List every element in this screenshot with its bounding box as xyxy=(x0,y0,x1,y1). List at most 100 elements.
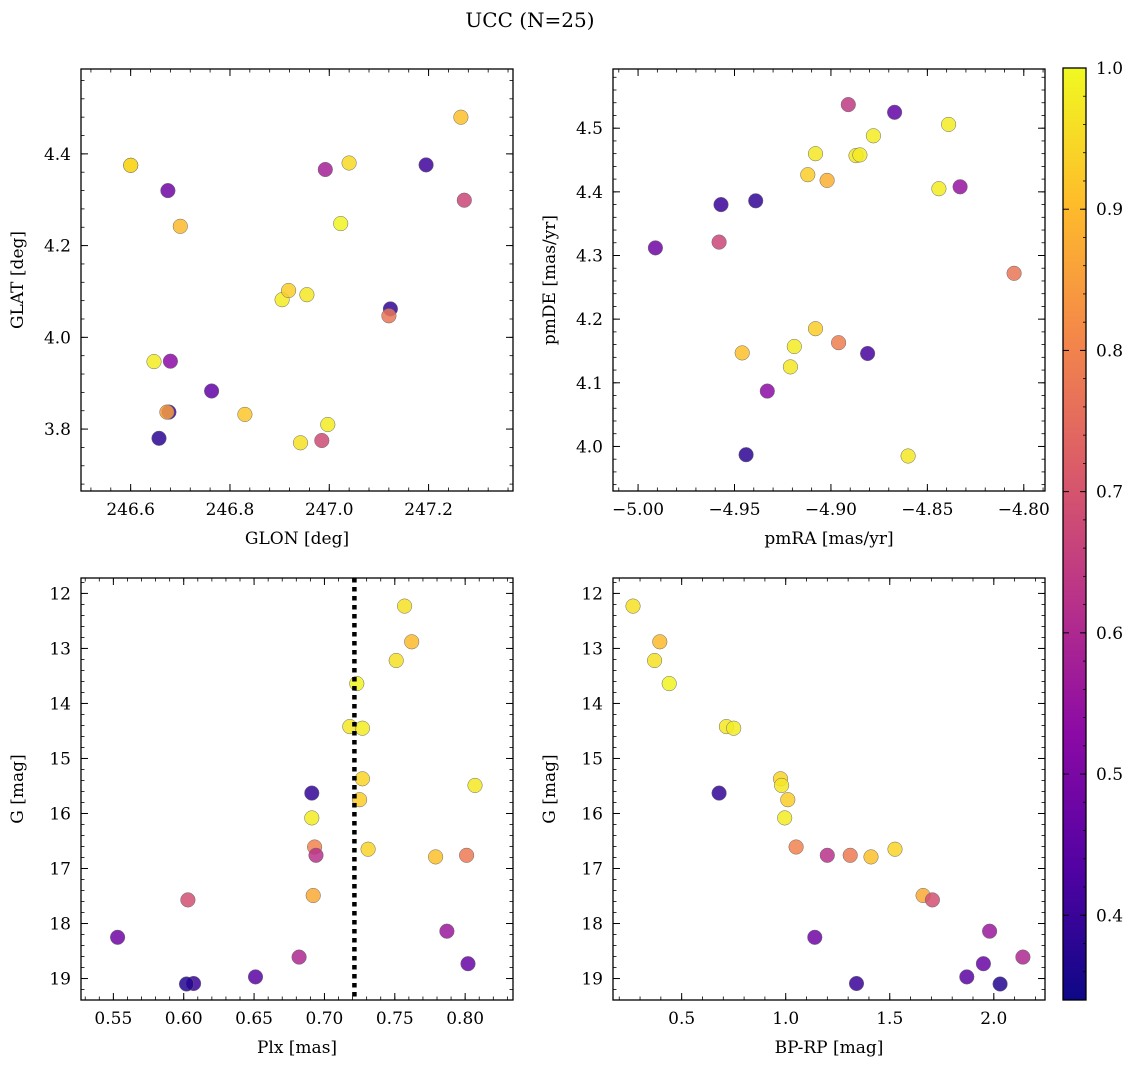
data-point xyxy=(975,956,991,972)
data-point xyxy=(388,652,404,669)
x-tick-label: −4.90 xyxy=(805,500,857,520)
x-tick-label: 0.75 xyxy=(376,1009,414,1029)
data-point xyxy=(146,354,162,370)
data-point xyxy=(180,892,196,908)
data-point xyxy=(774,777,790,793)
data-point xyxy=(354,720,370,736)
data-point xyxy=(456,192,472,208)
data-point xyxy=(807,146,824,162)
data-point xyxy=(333,216,349,232)
x-tick-label: 1.0 xyxy=(772,1009,799,1029)
x-tick-label: −4.95 xyxy=(708,500,760,520)
data-point xyxy=(941,116,957,132)
x-tick-label: 2.0 xyxy=(980,1009,1007,1029)
data-point xyxy=(381,308,397,324)
data-point xyxy=(110,929,126,945)
data-point xyxy=(711,785,727,801)
data-point xyxy=(982,923,998,939)
y-tick-label: 12 xyxy=(581,584,603,604)
data-point xyxy=(291,949,307,965)
colorbar-tick-label: 1.0 xyxy=(1096,59,1123,79)
data-point xyxy=(780,792,796,808)
data-point xyxy=(247,969,264,985)
y-tick-label: 16 xyxy=(581,804,603,824)
y-tick-label: 14 xyxy=(49,694,71,714)
data-point xyxy=(404,634,420,650)
data-point xyxy=(159,404,175,420)
data-point xyxy=(360,841,376,857)
data-point xyxy=(887,104,903,120)
data-point xyxy=(292,435,309,451)
data-point xyxy=(807,321,824,337)
data-point xyxy=(782,359,798,375)
y-tick-label: 4.0 xyxy=(44,328,71,348)
data-point xyxy=(453,109,469,125)
data-point xyxy=(178,976,195,992)
data-point xyxy=(865,128,881,144)
data-point xyxy=(647,240,663,256)
y-tick-label: 12 xyxy=(49,584,71,604)
scatter-panels: 246.6 246.8 247.0 247.2 3.8 4.0 4.2 4.4 GLON [de… xyxy=(8,68,1050,1058)
data-point xyxy=(172,218,188,234)
y-tick-label: 16 xyxy=(49,804,71,824)
scatter-panel-1: 246.6 246.8 247.0 247.2 3.8 4.0 4.2 4.4 GLON [de… xyxy=(8,68,514,549)
data-point xyxy=(786,338,802,355)
axes-frame xyxy=(80,68,514,492)
x-tick-label: 246.8 xyxy=(206,500,255,520)
data-point xyxy=(418,157,434,173)
data-point xyxy=(800,167,816,183)
y-tick-label: 13 xyxy=(581,639,603,659)
data-point xyxy=(661,676,677,692)
data-point xyxy=(840,97,856,113)
y-tick-label: 18 xyxy=(581,915,603,935)
data-point xyxy=(397,598,413,614)
data-point xyxy=(738,447,754,463)
data-point xyxy=(281,282,297,299)
scatter-panel-4: 0.5 1.0 1.5 2.0 12 13 14 15 16 17 18 19 BP-RP [mag] G… xyxy=(540,577,1046,1058)
data-point xyxy=(848,975,865,992)
colorbar-tick-label: 0.9 xyxy=(1096,200,1123,220)
x-axis-label: pmRA [mas/yr] xyxy=(764,529,893,549)
y-axis-label: pmDE [mas/yr] xyxy=(540,215,560,345)
y-tick-label: 3.8 xyxy=(44,420,71,440)
data-point xyxy=(151,430,167,446)
data-point xyxy=(467,777,483,793)
data-point xyxy=(788,839,804,855)
y-axis-label: G [mag] xyxy=(8,754,28,823)
data-point xyxy=(317,161,333,178)
data-point xyxy=(647,652,663,669)
y-tick-label: 4.1 xyxy=(576,374,603,394)
colorbar-gradient xyxy=(1062,67,1087,1001)
data-point xyxy=(162,353,178,369)
x-tick-label: 0.55 xyxy=(94,1009,132,1029)
data-point xyxy=(900,448,916,464)
data-point xyxy=(299,287,315,303)
y-tick-label: 14 xyxy=(581,694,603,714)
data-point xyxy=(726,720,742,736)
data-point xyxy=(123,157,139,173)
y-tick-label: 4.3 xyxy=(576,246,603,266)
y-axis-label: G [mag] xyxy=(540,754,560,823)
x-axis-label: Plx [mas] xyxy=(257,1038,337,1058)
data-point xyxy=(931,181,947,197)
data-point xyxy=(459,847,475,863)
data-point xyxy=(204,383,220,399)
y-tick-label: 4.2 xyxy=(576,310,603,330)
data-point xyxy=(819,847,835,863)
colorbar-tick-label: 0.5 xyxy=(1096,765,1123,785)
y-tick-label: 19 xyxy=(49,970,71,990)
data-point xyxy=(759,383,775,399)
data-point xyxy=(863,849,879,865)
data-point xyxy=(1006,265,1022,281)
data-point xyxy=(842,847,858,863)
x-axis-label: BP-RP [mag] xyxy=(775,1038,884,1058)
data-point xyxy=(460,956,476,972)
colorbar-tick-label: 0.7 xyxy=(1096,483,1123,503)
x-tick-label: −5.00 xyxy=(612,500,664,520)
data-point xyxy=(314,432,330,449)
data-point xyxy=(860,345,876,362)
data-point xyxy=(734,345,750,361)
data-point xyxy=(237,406,253,422)
data-point xyxy=(354,771,370,787)
